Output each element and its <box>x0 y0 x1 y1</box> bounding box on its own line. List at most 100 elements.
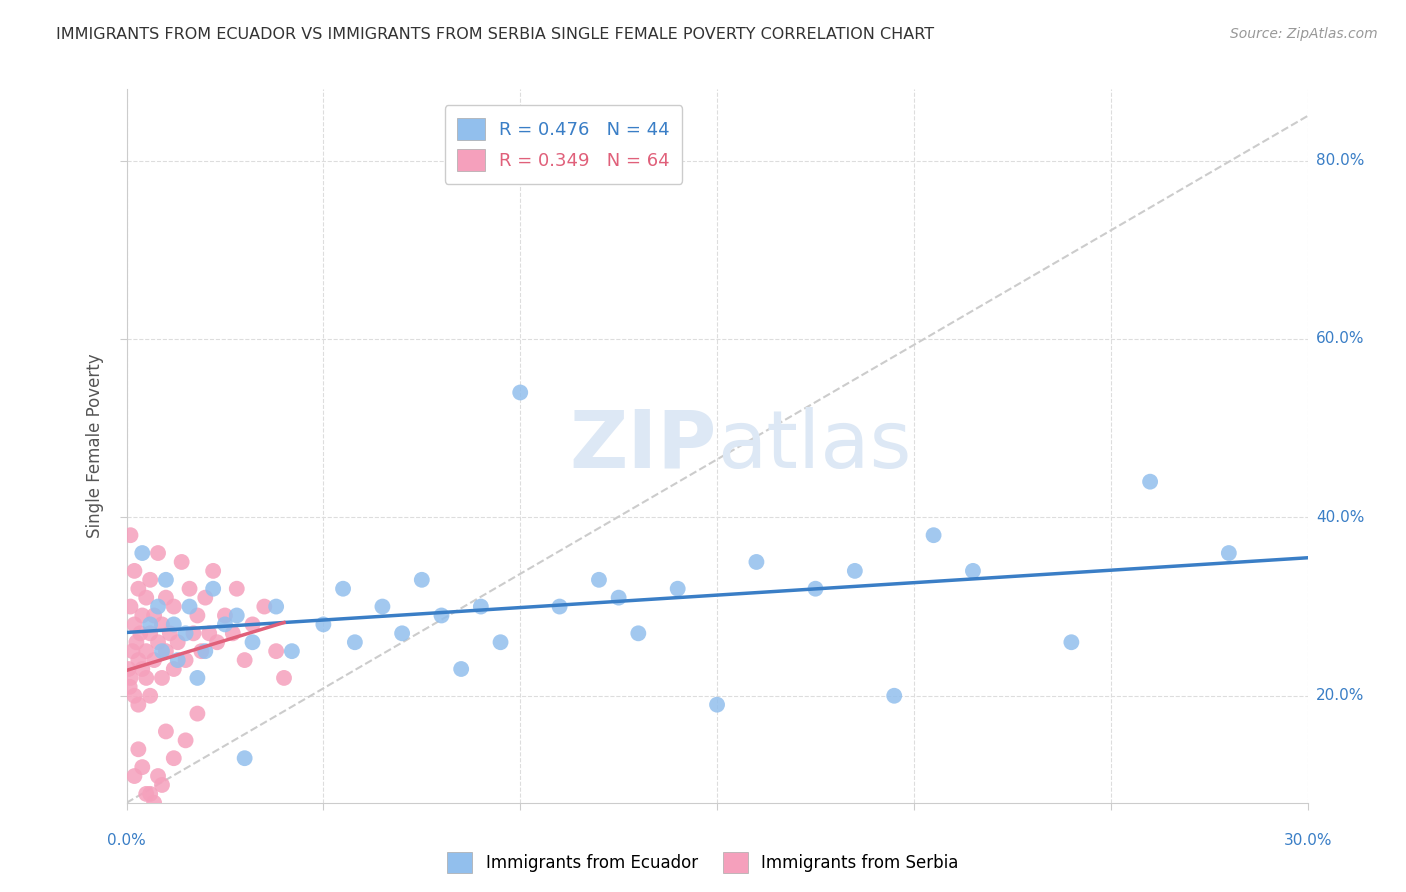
Point <box>117 662 139 676</box>
Point <box>343 635 366 649</box>
Point <box>170 555 193 569</box>
Point <box>804 582 827 596</box>
Point <box>127 698 149 712</box>
Point <box>281 644 304 658</box>
Point <box>139 689 162 703</box>
Point <box>332 582 354 596</box>
Point <box>186 608 208 623</box>
Point <box>179 582 201 596</box>
Point <box>135 591 157 605</box>
Point <box>166 635 188 649</box>
Point <box>163 751 186 765</box>
Legend: Immigrants from Ecuador, Immigrants from Serbia: Immigrants from Ecuador, Immigrants from… <box>440 846 966 880</box>
Point <box>155 591 177 605</box>
Point <box>548 599 571 614</box>
Point <box>242 635 264 649</box>
Point <box>143 796 166 810</box>
Point <box>186 671 208 685</box>
Point <box>139 787 162 801</box>
Point <box>118 680 141 694</box>
Point <box>962 564 984 578</box>
Point <box>120 528 142 542</box>
Point <box>202 582 225 596</box>
Point <box>124 564 146 578</box>
Point <box>214 617 236 632</box>
Point <box>202 564 225 578</box>
Point <box>155 644 177 658</box>
Point <box>155 573 177 587</box>
Point <box>242 617 264 632</box>
Text: 20.0%: 20.0% <box>1316 689 1364 703</box>
Point <box>163 617 186 632</box>
Point <box>120 671 142 685</box>
Legend: R = 0.476   N = 44, R = 0.349   N = 64: R = 0.476 N = 44, R = 0.349 N = 64 <box>444 105 682 184</box>
Text: ZIP: ZIP <box>569 407 717 485</box>
Point <box>150 644 173 658</box>
Point <box>135 644 157 658</box>
Point <box>150 778 173 792</box>
Point <box>745 555 768 569</box>
Point <box>166 653 188 667</box>
Point <box>450 662 472 676</box>
Point <box>922 528 945 542</box>
Point <box>225 582 247 596</box>
Point <box>489 635 512 649</box>
Point <box>190 644 212 658</box>
Point <box>146 599 169 614</box>
Point <box>125 635 148 649</box>
Point <box>222 626 245 640</box>
Point <box>163 599 186 614</box>
Point <box>411 573 433 587</box>
Point <box>588 573 610 587</box>
Point <box>273 671 295 685</box>
Point <box>371 599 394 614</box>
Point <box>143 653 166 667</box>
Point <box>186 706 208 721</box>
Point <box>264 644 287 658</box>
Text: IMMIGRANTS FROM ECUADOR VS IMMIGRANTS FROM SERBIA SINGLE FEMALE POVERTY CORRELAT: IMMIGRANTS FROM ECUADOR VS IMMIGRANTS FR… <box>56 27 935 42</box>
Point <box>139 626 162 640</box>
Point <box>139 617 162 632</box>
Point <box>312 617 335 632</box>
Point <box>607 591 630 605</box>
Point <box>174 653 197 667</box>
Point <box>174 626 197 640</box>
Point <box>627 626 650 640</box>
Point <box>163 662 186 676</box>
Point <box>159 626 181 640</box>
Point <box>205 635 228 649</box>
Point <box>430 608 453 623</box>
Point <box>666 582 689 596</box>
Point <box>183 626 205 640</box>
Point <box>1139 475 1161 489</box>
Point <box>124 689 146 703</box>
Point <box>1060 635 1083 649</box>
Point <box>135 671 157 685</box>
Point <box>135 787 157 801</box>
Point <box>883 689 905 703</box>
Point <box>233 751 256 765</box>
Point <box>706 698 728 712</box>
Point <box>129 626 152 640</box>
Text: 0.0%: 0.0% <box>107 833 146 848</box>
Point <box>127 653 149 667</box>
Point <box>1218 546 1240 560</box>
Point <box>120 599 142 614</box>
Point <box>146 546 169 560</box>
Point <box>194 644 217 658</box>
Point <box>194 591 217 605</box>
Text: 30.0%: 30.0% <box>1284 833 1331 848</box>
Point <box>131 546 153 560</box>
Point <box>264 599 287 614</box>
Point <box>214 608 236 623</box>
Point <box>391 626 413 640</box>
Point <box>131 608 153 623</box>
Point <box>179 599 201 614</box>
Text: atlas: atlas <box>717 407 911 485</box>
Y-axis label: Single Female Poverty: Single Female Poverty <box>86 354 104 538</box>
Point <box>233 653 256 667</box>
Point <box>124 617 146 632</box>
Point <box>127 582 149 596</box>
Point <box>139 573 162 587</box>
Point <box>155 724 177 739</box>
